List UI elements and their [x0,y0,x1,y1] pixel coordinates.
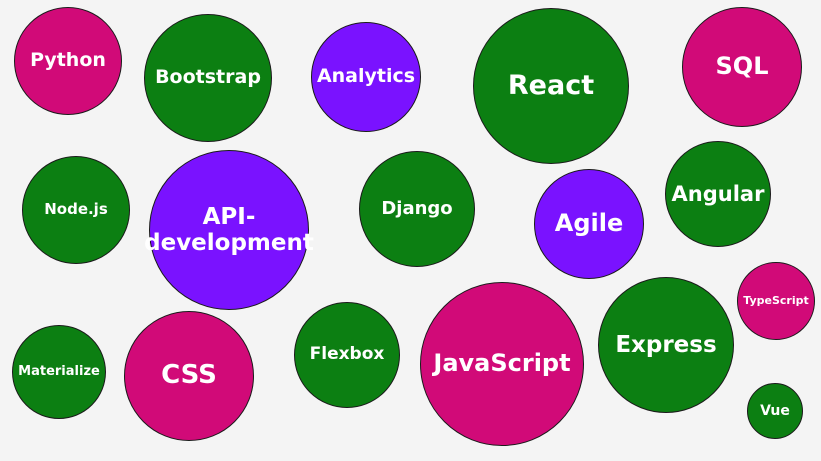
skill-label-agile: Agile [554,209,624,238]
skill-bubble-materialize: Materialize [12,325,106,419]
skill-label-vue: Vue [760,402,790,419]
skill-bubble-python: Python [14,7,122,115]
skill-bubble-flexbox: Flexbox [294,302,400,408]
skill-label-bootstrap: Bootstrap [155,66,261,89]
skill-bubble-django: Django [359,151,475,267]
skill-label-express: Express [615,331,717,358]
skill-bubble-sql: SQL [682,7,802,127]
skill-label-angular: Angular [671,181,765,206]
skill-bubble-analytics: Analytics [311,22,421,132]
skill-label-analytics: Analytics [316,65,416,88]
skill-label-nodejs: Node.js [44,200,108,219]
skill-bubble-typescript: TypeScript [737,262,815,340]
skill-label-typescript: TypeScript [743,293,809,307]
skill-label-flexbox: Flexbox [309,344,385,365]
skill-bubble-javascript: JavaScript [420,282,584,446]
skill-label-javascript: JavaScript [433,349,571,378]
skill-bubble-react: React [473,8,629,164]
skill-bubble-css: CSS [124,311,254,441]
skill-label-django: Django [381,197,453,219]
skill-label-materialize: Materialize [18,363,100,379]
skill-label-api: API- development [144,203,314,256]
skill-bubble-nodejs: Node.js [22,156,130,264]
skill-bubble-agile: Agile [534,169,644,279]
skill-label-react: React [507,70,595,102]
skill-bubble-angular: Angular [665,141,771,247]
skill-bubble-bootstrap: Bootstrap [144,14,272,142]
skill-label-css: CSS [161,360,217,391]
skill-label-python: Python [30,49,106,72]
skill-bubble-api: API- development [144,150,314,310]
skill-label-sql: SQL [715,52,769,81]
skill-bubble-vue: Vue [747,383,803,439]
skill-bubble-express: Express [598,277,734,413]
